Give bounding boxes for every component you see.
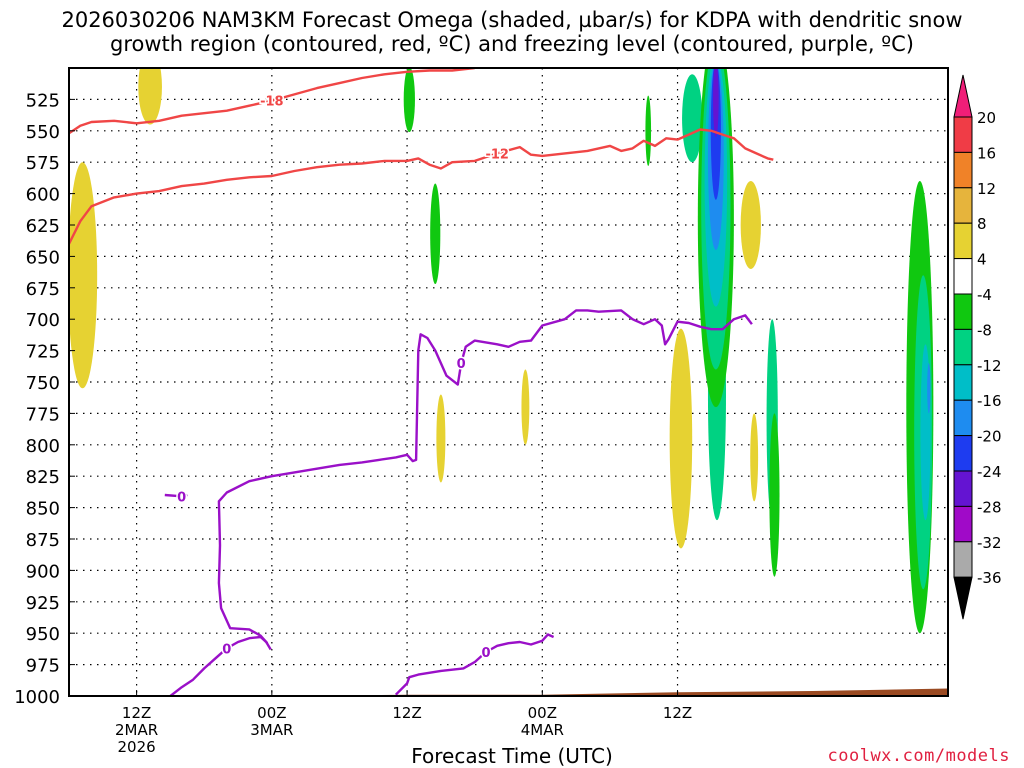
omega-region (669, 328, 693, 549)
x-tick-label: 4MAR (521, 721, 564, 739)
colorbar-label: 8 (977, 215, 987, 233)
omega-region (645, 95, 652, 166)
colorbar-top-arrow (953, 74, 973, 118)
plot-area (69, 68, 948, 696)
y-tick-label: 800 (26, 436, 60, 457)
y-tick-label: 525 (26, 90, 60, 111)
contour-line (394, 633, 555, 696)
y-tick-label: 1000 (14, 687, 60, 708)
contour-line (164, 493, 188, 498)
colorbar-swatch (953, 258, 973, 295)
omega-core (713, 68, 719, 138)
colorbar-swatch (953, 151, 973, 189)
y-tick-label: 600 (26, 185, 60, 206)
colorbar-swatch (953, 116, 973, 153)
credit-link[interactable]: coolwx.com/models (827, 746, 1010, 766)
y-tick-label: 850 (26, 499, 60, 520)
y-tick-label: 650 (26, 247, 60, 268)
colorbar-label: -20 (977, 428, 1002, 446)
contour-lines (69, 68, 774, 696)
contour-label: 0 (481, 646, 490, 661)
y-tick-label: 975 (26, 656, 60, 677)
omega-region (769, 413, 780, 577)
colorbar-swatch (953, 435, 973, 472)
colorbar-swatch (953, 293, 973, 330)
x-tick-label: 00Z (257, 704, 286, 722)
omega-region (521, 369, 530, 445)
colorbar-label: -16 (977, 392, 1002, 410)
colorbar-swatch (953, 364, 973, 401)
colorbar-bottom-arrow (953, 576, 973, 620)
y-tick-label: 550 (26, 122, 60, 143)
colorbar: 20 16 12 8 4 -4 -8 -12 -16 -20 -24 -28 -32 -36 (953, 74, 1002, 620)
chart-title-line-1: 2026030206 NAM3KM Forecast Omega (shaded… (61, 8, 963, 32)
x-tick-label: 3MAR (250, 721, 293, 739)
contour-label: 0 (222, 642, 231, 657)
colorbar-label: -24 (977, 463, 1002, 481)
colorbar-swatch (953, 222, 973, 260)
colorbar-label: -36 (977, 569, 1002, 587)
y-tick-label: 775 (26, 404, 60, 425)
y-tick-label: 675 (26, 279, 60, 300)
x-axis-label: Forecast Time (UTC) (411, 744, 613, 768)
terrain-ground-fill (69, 688, 948, 696)
y-axis: 525 550 575 600 625 650 675 700 725 750 775 800 825 8… (14, 90, 75, 708)
omega-region (430, 183, 441, 285)
contour-line (69, 68, 475, 135)
colorbar-swatch (953, 470, 973, 507)
y-tick-label: 625 (26, 216, 60, 237)
colorbar-swatch (953, 328, 973, 366)
colorbar-swatch (953, 541, 973, 578)
omega-region (740, 181, 761, 269)
contour-label: 0 (457, 357, 466, 372)
contour-line (217, 309, 753, 644)
x-tick-label: 12Z (663, 704, 692, 722)
omega-region (69, 162, 98, 389)
y-tick-label: 875 (26, 530, 60, 551)
x-tick-label: 2MAR (115, 721, 158, 739)
colorbar-label: 12 (977, 180, 996, 198)
contour-labels: -18 -12 0 0 0 0 (176, 93, 511, 662)
colorbar-label: -12 (977, 357, 1002, 375)
colorbar-swatch (953, 505, 973, 543)
x-tick-label: 2026 (118, 738, 156, 756)
colorbar-label: -4 (977, 286, 992, 304)
colorbar-label: 4 (977, 251, 987, 269)
colorbar-label: -8 (977, 321, 992, 339)
y-tick-label: 925 (26, 593, 60, 614)
colorbar-label: 16 (977, 144, 996, 162)
x-tick-label: 12Z (122, 704, 151, 722)
omega-region (682, 74, 703, 163)
colorbar-label: -32 (977, 534, 1002, 552)
chart-title-line-2: growth region (contoured, red, ºC) and f… (110, 32, 914, 56)
contour-line (69, 128, 774, 245)
y-tick-label: 825 (26, 467, 60, 488)
colorbar-swatch (953, 399, 973, 437)
omega-region (403, 68, 415, 133)
colorbar-label: 20 (977, 109, 996, 127)
y-tick-label: 700 (26, 310, 60, 331)
y-tick-label: 750 (26, 373, 60, 394)
y-tick-label: 725 (26, 342, 60, 363)
terrain-ground (69, 688, 948, 696)
omega-region (138, 68, 162, 125)
y-tick-label: 950 (26, 624, 60, 645)
x-tick-label: 12Z (392, 704, 421, 722)
y-tick-label: 900 (26, 561, 60, 582)
omega-region (750, 413, 759, 502)
contour-label: 0 (177, 490, 186, 505)
contour-label: -18 (260, 95, 284, 110)
omega-region (436, 394, 446, 483)
omega-shading (69, 68, 934, 634)
colorbar-label: -28 (977, 498, 1002, 516)
contour-label: -12 (485, 147, 509, 162)
colorbar-swatch (953, 187, 973, 224)
y-tick-label: 575 (26, 153, 60, 174)
x-tick-label: 00Z (528, 704, 557, 722)
omega-core (927, 363, 931, 414)
